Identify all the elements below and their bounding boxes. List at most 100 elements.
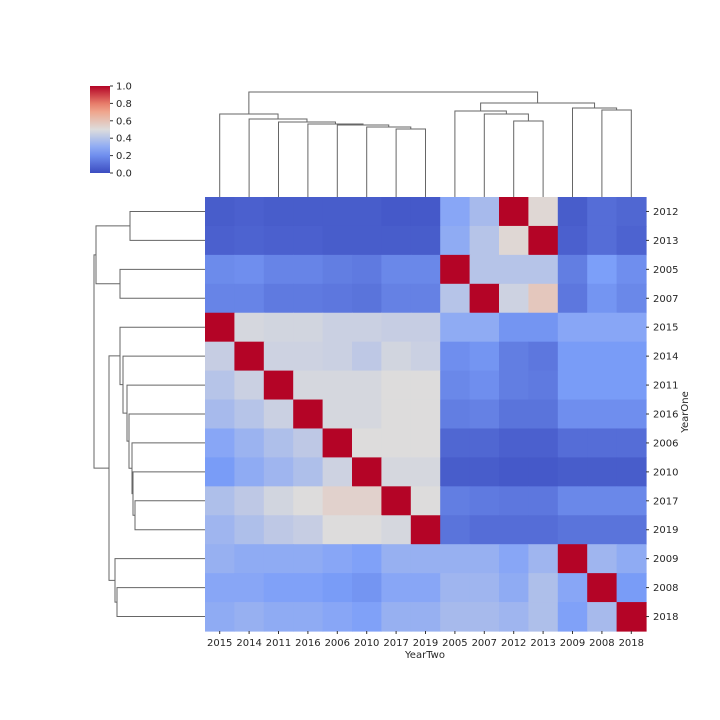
row-dendrogram-link xyxy=(126,384,205,442)
colorbar: 0.0 0.2 0.4 0.6 0.8 1.0 xyxy=(90,82,132,180)
heatmap-cell xyxy=(381,225,412,256)
y-tick-label: 2010 xyxy=(653,467,678,478)
heatmap-cell xyxy=(205,602,235,632)
heatmap-cell xyxy=(499,544,529,574)
heatmap-cell xyxy=(499,573,529,603)
heatmap-cell xyxy=(440,573,471,603)
heatmap-cell xyxy=(293,341,324,372)
heatmap-cell xyxy=(469,312,500,343)
heatmap-cell xyxy=(440,312,471,343)
heatmap-cell xyxy=(234,602,265,632)
heatmap-cell xyxy=(293,486,324,516)
y-tick-labels: 2012 2013 2005 2007 2015 2014 2011 2016 2006 2010… xyxy=(646,207,678,623)
heatmap-cell xyxy=(381,428,412,458)
heatmap-cell xyxy=(499,197,529,227)
heatmap-cell xyxy=(587,573,618,603)
heatmap-cell xyxy=(410,602,441,632)
y-tick-label: 2018 xyxy=(653,612,678,623)
heatmap-cell xyxy=(234,370,265,401)
heatmap-cell xyxy=(587,341,618,372)
heatmap-cell xyxy=(587,486,618,516)
heatmap-cell xyxy=(469,283,500,314)
heatmap-cell xyxy=(410,544,441,574)
heatmap-cell xyxy=(263,341,294,372)
heatmap-cell xyxy=(410,197,441,227)
heatmap-cells xyxy=(205,197,647,632)
heatmap-cell xyxy=(499,428,529,458)
colorbar-tick-label: 1.0 xyxy=(116,82,132,93)
heatmap-cell xyxy=(322,225,353,256)
heatmap-cell xyxy=(352,457,382,487)
heatmap-cell xyxy=(557,225,588,256)
heatmap-cell xyxy=(410,573,441,603)
heatmap-cell xyxy=(557,515,588,545)
heatmap-cell xyxy=(616,573,647,603)
heatmap-cell xyxy=(499,283,529,314)
heatmap-cell xyxy=(205,457,235,487)
heatmap-cell xyxy=(234,428,265,458)
heatmap-cell xyxy=(263,486,294,516)
heatmap-cell xyxy=(205,515,235,545)
heatmap-cell xyxy=(293,544,324,574)
heatmap-cell xyxy=(587,399,618,430)
column-dendrogram-link xyxy=(483,113,529,197)
heatmap-cell xyxy=(557,341,588,372)
row-dendrogram-link xyxy=(132,471,205,516)
heatmap-cell xyxy=(263,312,294,343)
heatmap-cell xyxy=(616,254,647,285)
heatmap-cell xyxy=(469,428,500,458)
heatmap-cell xyxy=(616,225,647,256)
heatmap-cell xyxy=(263,197,294,227)
heatmap-cell xyxy=(293,602,324,632)
heatmap-cell xyxy=(528,428,559,458)
heatmap-cell xyxy=(381,312,412,343)
row-dendrogram-link xyxy=(128,413,205,469)
column-dendrogram-link xyxy=(395,128,426,197)
heatmap-cell xyxy=(587,457,618,487)
colorbar-gradient xyxy=(90,86,110,173)
heatmap-cell xyxy=(616,341,647,372)
heatmap-cell xyxy=(587,197,618,227)
y-tick-label: 2019 xyxy=(653,525,678,536)
heatmap-cell xyxy=(528,515,559,545)
heatmap-cell xyxy=(234,312,265,343)
heatmap-cell xyxy=(293,370,324,401)
heatmap-cell xyxy=(499,457,529,487)
heatmap-cell xyxy=(499,370,529,401)
row-dendrogram-link xyxy=(134,500,205,531)
heatmap-cell xyxy=(440,197,471,227)
heatmap-cell xyxy=(352,602,382,632)
row-dendrogram-link xyxy=(95,225,130,285)
x-tick-label: 2014 xyxy=(236,638,261,649)
heatmap-cell xyxy=(293,283,324,314)
heatmap-cell xyxy=(557,312,588,343)
y-tick-label: 2016 xyxy=(653,410,678,421)
heatmap-cell xyxy=(440,254,471,285)
heatmap-cell xyxy=(469,370,500,401)
heatmap-cell xyxy=(205,197,235,227)
heatmap-cell xyxy=(263,399,294,430)
row-dendrogram-link xyxy=(93,254,109,469)
x-tick-label: 2019 xyxy=(413,638,438,649)
heatmap-cell xyxy=(528,370,559,401)
heatmap-cell xyxy=(410,254,441,285)
heatmap-cell xyxy=(381,602,412,632)
column-dendrogram-link xyxy=(366,126,412,197)
heatmap-cell xyxy=(234,225,265,256)
heatmap-cell xyxy=(293,515,324,545)
column-dendrogram-link xyxy=(513,120,544,197)
heatmap-cell xyxy=(557,399,588,430)
y-tick-label: 2006 xyxy=(653,438,678,449)
heatmap-cell xyxy=(410,428,441,458)
heatmap-cell xyxy=(528,341,559,372)
heatmap-cell xyxy=(528,197,559,227)
heatmap-cell xyxy=(322,341,353,372)
column-dendrogram-link xyxy=(454,110,507,197)
heatmap-cell xyxy=(205,544,235,574)
heatmap-cell xyxy=(616,370,647,401)
heatmap-cell xyxy=(263,283,294,314)
x-tick-label: 2009 xyxy=(560,638,585,649)
heatmap-cell xyxy=(352,486,382,516)
heatmap-cell xyxy=(557,254,588,285)
heatmap-cell xyxy=(205,573,235,603)
